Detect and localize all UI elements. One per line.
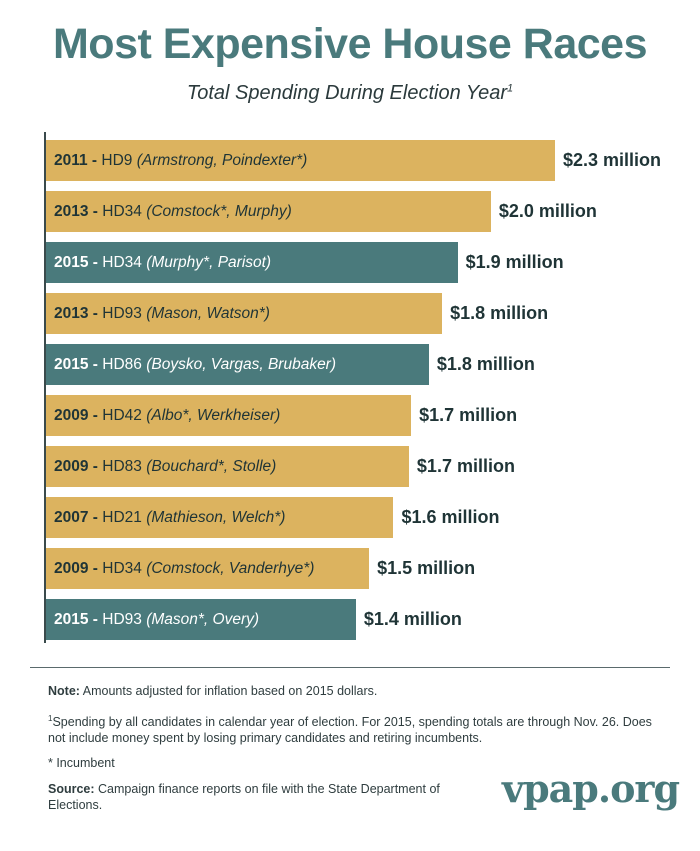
vpap-logo[interactable]: vpap.org [502, 766, 680, 811]
bar: 2011 - HD9 (Armstrong, Poindexter*) [46, 140, 555, 181]
subtitle-text: Total Spending During Election Year [186, 82, 508, 104]
bar-year: 2009 - [54, 458, 103, 475]
footnote-mark: 1 [48, 714, 53, 723]
bar-candidates: (Murphy*, Parisot) [146, 254, 272, 271]
bar-category-label: 2015 - HD34 (Murphy*, Parisot) [54, 242, 271, 283]
bar-year: 2009 - [54, 560, 103, 577]
bar-category-label: 2015 - HD86 (Boysko, Vargas, Brubaker) [54, 344, 336, 385]
bar-district: HD34 [102, 254, 147, 271]
footnote-text: Spending by all candidates in calendar y… [48, 715, 652, 746]
chart-subtitle: Total Spending During Election Year1 [0, 82, 700, 105]
bar-year: 2015 - [54, 356, 103, 373]
bar-year: 2015 - [54, 611, 103, 628]
bar: 2009 - HD34 (Comstock, Vanderhye*) [46, 548, 370, 589]
y-axis-line [44, 132, 46, 643]
bar-value-label: $2.0 million [498, 201, 597, 221]
note: Note: Amounts adjusted for inflation bas… [48, 683, 377, 699]
bar: 2009 - HD42 (Albo*, Werkheiser) [46, 395, 412, 436]
note-text: Amounts adjusted for inflation based on … [79, 684, 378, 698]
incumbent-note: * Incumbent [48, 756, 115, 770]
bar-category-label: 2013 - HD93 (Mason, Watson*) [54, 293, 270, 334]
bar-district: HD93 [102, 305, 147, 322]
bar-candidates: (Comstock, Vanderhye*) [146, 560, 315, 577]
bar-category-label: 2009 - HD34 (Comstock, Vanderhye*) [54, 548, 314, 589]
bar-value-label: $1.8 million [436, 354, 535, 374]
bar-year: 2013 - [54, 203, 103, 220]
bar-category-label: 2009 - HD83 (Bouchard*, Stolle) [54, 446, 276, 487]
divider [30, 667, 670, 668]
bar-candidates: (Bouchard*, Stolle) [146, 458, 277, 475]
bar: 2015 - HD34 (Murphy*, Parisot) [46, 242, 458, 283]
bar-candidates: (Mason, Watson*) [146, 305, 270, 322]
source-text: Campaign finance reports on file with th… [48, 782, 440, 812]
bar-district: HD34 [102, 560, 147, 577]
bar-district: HD21 [102, 509, 147, 526]
bar-district: HD34 [102, 203, 147, 220]
bar-value-label: $1.8 million [450, 303, 549, 323]
bar-year: 2013 - [54, 305, 103, 322]
bar-category-label: 2013 - HD34 (Comstock*, Murphy) [54, 191, 292, 232]
bar-year: 2011 - [54, 152, 102, 169]
bar: 2013 - HD34 (Comstock*, Murphy) [46, 191, 491, 232]
bar-year: 2009 - [54, 407, 103, 424]
bar-category-label: 2011 - HD9 (Armstrong, Poindexter*) [54, 140, 307, 181]
bar-candidates: (Armstrong, Poindexter*) [136, 152, 308, 169]
bar-value-label: $1.4 million [363, 609, 462, 629]
bar: 2015 - HD86 (Boysko, Vargas, Brubaker) [46, 344, 429, 385]
bar-value-label: $1.6 million [401, 507, 500, 527]
bar: 2009 - HD83 (Bouchard*, Stolle) [46, 446, 409, 487]
bar-value-label: $1.5 million [377, 558, 476, 578]
bar-candidates: (Albo*, Werkheiser) [146, 407, 281, 424]
bar-category-label: 2009 - HD42 (Albo*, Werkheiser) [54, 395, 280, 436]
bar-district: HD9 [101, 152, 137, 169]
bar-candidates: (Mason*, Overy) [146, 611, 260, 628]
bar-value-label: $2.3 million [562, 150, 662, 170]
bar-value-label: $1.9 million [465, 252, 564, 272]
chart-title: Most Expensive House Races [52, 20, 648, 68]
bar-candidates: (Boysko, Vargas, Brubaker) [146, 356, 337, 373]
footnote: 1Spending by all candidates in calendar … [48, 711, 658, 746]
source-label: Source: [48, 782, 95, 796]
bar-value-label: $1.7 million [419, 405, 518, 425]
source-note: Source: Campaign finance reports on file… [48, 781, 468, 813]
bar-year: 2007 - [54, 509, 103, 526]
bar-year: 2015 - [54, 254, 103, 271]
subtitle-footnote-mark: 1 [507, 82, 514, 95]
bar-value-label: $1.7 million [416, 456, 515, 476]
bar: 2015 - HD93 (Mason*, Overy) [46, 599, 356, 640]
bar: 2013 - HD93 (Mason, Watson*) [46, 293, 443, 334]
bar-candidates: (Comstock*, Murphy) [146, 203, 292, 220]
bar-district: HD42 [102, 407, 147, 424]
bar-district: HD83 [102, 458, 147, 475]
bar-category-label: 2007 - HD21 (Mathieson, Welch*) [54, 497, 285, 538]
bar-district: HD93 [102, 611, 147, 628]
bar-district: HD86 [102, 356, 147, 373]
bar: 2007 - HD21 (Mathieson, Welch*) [46, 497, 394, 538]
note-label: Note: [48, 684, 80, 698]
bar-category-label: 2015 - HD93 (Mason*, Overy) [54, 599, 259, 640]
bar-candidates: (Mathieson, Welch*) [146, 509, 286, 526]
